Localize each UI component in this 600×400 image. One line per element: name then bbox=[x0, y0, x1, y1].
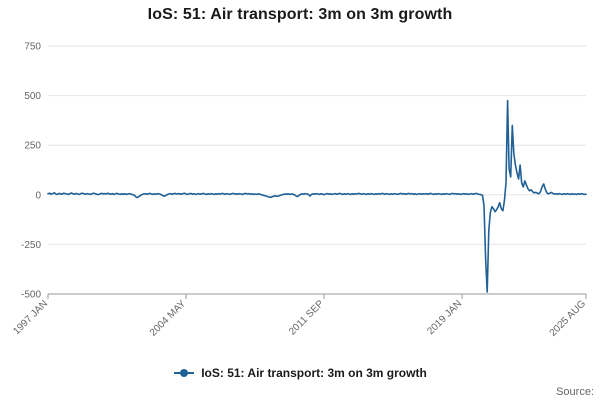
legend-line-marker-icon bbox=[174, 369, 195, 377]
series-line[interactable] bbox=[47, 99, 587, 293]
x-axis-label: 2019 JAN bbox=[425, 298, 464, 337]
x-axis-label: 2025 AUG bbox=[548, 298, 589, 339]
x-axis-label: 2011 SEP bbox=[287, 298, 326, 337]
source-attribution: Source: bbox=[556, 386, 594, 398]
y-axis-label: 250 bbox=[24, 141, 41, 152]
x-axis-label: 2004 MAY bbox=[148, 298, 189, 339]
y-axis-label: 500 bbox=[24, 91, 41, 102]
legend[interactable]: IoS: 51: Air transport: 3m on 3m growth bbox=[0, 366, 600, 380]
y-axis-label: 750 bbox=[24, 42, 41, 53]
chart-title: IoS: 51: Air transport: 3m on 3m growth bbox=[147, 6, 453, 23]
legend-label[interactable]: IoS: 51: Air transport: 3m on 3m growth bbox=[201, 366, 427, 380]
x-axis-label: 1997 JAN bbox=[11, 298, 50, 337]
y-axis-label: 0 bbox=[35, 190, 41, 201]
y-axis-label: -500 bbox=[21, 290, 41, 301]
y-axis-label: -250 bbox=[21, 240, 41, 251]
